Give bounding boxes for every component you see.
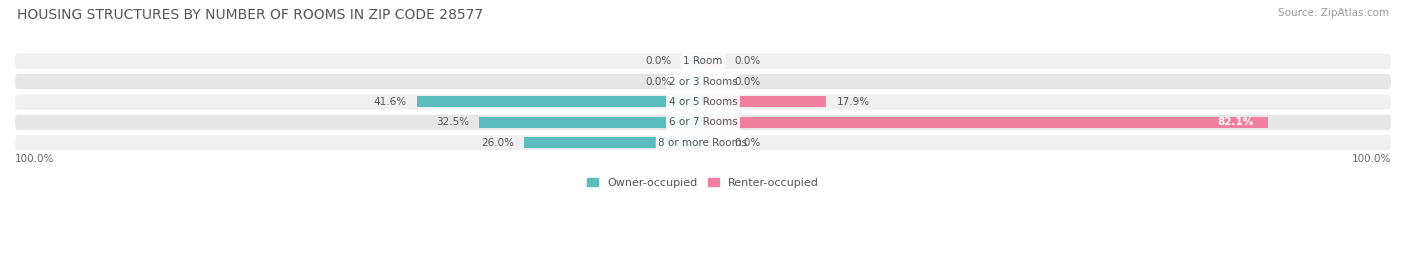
Text: 0.0%: 0.0%	[734, 77, 761, 87]
FancyBboxPatch shape	[15, 135, 1391, 150]
Text: 8 or more Rooms: 8 or more Rooms	[658, 138, 748, 148]
Text: 1 Room: 1 Room	[683, 56, 723, 66]
Bar	[479, 117, 703, 128]
Bar	[703, 56, 724, 67]
Text: 0.0%: 0.0%	[645, 56, 672, 66]
FancyBboxPatch shape	[15, 74, 1391, 89]
Text: Source: ZipAtlas.com: Source: ZipAtlas.com	[1278, 8, 1389, 18]
Text: 100.0%: 100.0%	[15, 154, 55, 164]
Bar	[682, 76, 703, 87]
Text: 0.0%: 0.0%	[734, 138, 761, 148]
Text: 0.0%: 0.0%	[734, 56, 761, 66]
Bar	[703, 117, 1268, 128]
Bar	[682, 56, 703, 67]
Text: 82.1%: 82.1%	[1218, 117, 1254, 127]
FancyBboxPatch shape	[15, 94, 1391, 109]
Text: 6 or 7 Rooms: 6 or 7 Rooms	[669, 117, 737, 127]
Text: 0.0%: 0.0%	[645, 77, 672, 87]
Text: 41.6%: 41.6%	[374, 97, 406, 107]
Bar	[416, 97, 703, 107]
Bar	[703, 137, 724, 148]
Legend: Owner-occupied, Renter-occupied: Owner-occupied, Renter-occupied	[586, 178, 820, 188]
Text: HOUSING STRUCTURES BY NUMBER OF ROOMS IN ZIP CODE 28577: HOUSING STRUCTURES BY NUMBER OF ROOMS IN…	[17, 8, 484, 22]
FancyBboxPatch shape	[15, 115, 1391, 130]
Text: 100.0%: 100.0%	[1351, 154, 1391, 164]
Text: 2 or 3 Rooms: 2 or 3 Rooms	[669, 77, 737, 87]
Bar	[703, 97, 827, 107]
Text: 17.9%: 17.9%	[837, 97, 869, 107]
Text: 4 or 5 Rooms: 4 or 5 Rooms	[669, 97, 737, 107]
Text: 32.5%: 32.5%	[436, 117, 470, 127]
FancyBboxPatch shape	[15, 54, 1391, 69]
Text: 26.0%: 26.0%	[481, 138, 513, 148]
Bar	[524, 137, 703, 148]
Bar	[703, 76, 724, 87]
